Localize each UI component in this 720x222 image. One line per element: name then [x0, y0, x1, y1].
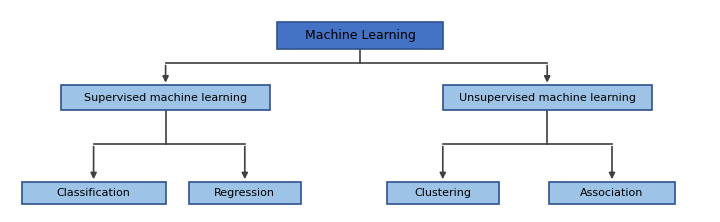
- Text: Supervised machine learning: Supervised machine learning: [84, 93, 247, 103]
- Text: Machine Learning: Machine Learning: [305, 29, 415, 42]
- Text: Classification: Classification: [57, 188, 130, 198]
- FancyBboxPatch shape: [22, 182, 166, 204]
- FancyBboxPatch shape: [189, 182, 301, 204]
- Text: Unsupervised machine learning: Unsupervised machine learning: [459, 93, 636, 103]
- FancyBboxPatch shape: [61, 85, 270, 110]
- FancyBboxPatch shape: [277, 22, 443, 49]
- FancyBboxPatch shape: [549, 182, 675, 204]
- FancyBboxPatch shape: [443, 85, 652, 110]
- Text: Association: Association: [580, 188, 644, 198]
- Text: Regression: Regression: [215, 188, 275, 198]
- FancyBboxPatch shape: [387, 182, 498, 204]
- Text: Clustering: Clustering: [414, 188, 472, 198]
